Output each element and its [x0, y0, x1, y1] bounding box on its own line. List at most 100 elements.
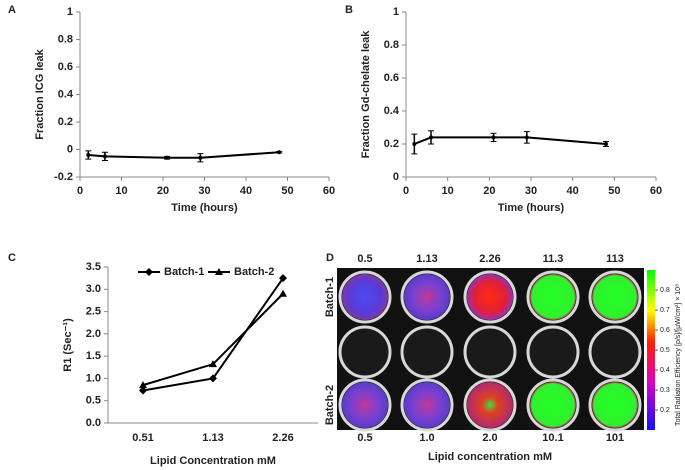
x-tick-label: 0.51 — [132, 432, 153, 444]
y-tick-label: 1 — [393, 6, 399, 18]
point — [279, 274, 287, 283]
legend-marker — [145, 268, 153, 276]
column-label: 101 — [606, 432, 624, 444]
y-tick-label: 0.6 — [384, 72, 399, 84]
x-axis-title: Lipid concentration mM — [428, 451, 552, 463]
x-tick-label: 20 — [157, 185, 169, 197]
colorbar-title: Total Radiation Efficiency [p/s]/[µW/cm²… — [675, 284, 682, 426]
y-tick-label: 3.5 — [86, 261, 101, 273]
point — [412, 142, 417, 146]
y-axis-title: Fraction ICG leak — [34, 48, 46, 139]
y-tick-label: 0.0 — [86, 417, 101, 429]
y-axis-title: Fraction Gd-chelate leak — [360, 30, 372, 159]
legend-label: Batch-1 — [164, 266, 204, 278]
point — [279, 289, 287, 297]
well-signal — [467, 382, 513, 428]
colorbar-tick-label: 0.3 — [660, 387, 670, 394]
well-ring — [526, 325, 580, 379]
well-ring — [400, 325, 454, 379]
well-ring — [463, 325, 517, 379]
point — [524, 135, 529, 140]
colorbar-tick-label: 0.7 — [660, 307, 670, 314]
x-tick-label: 50 — [608, 185, 620, 197]
series-line — [413, 136, 607, 145]
colorbar-tick-label: 0.8 — [660, 287, 670, 294]
well-ring — [338, 325, 392, 379]
x-tick-label: 10 — [442, 185, 454, 197]
y-tick-label: 0.2 — [58, 116, 73, 128]
x-tick-label: 0 — [403, 185, 409, 197]
y-tick-label: 0.4 — [58, 88, 74, 100]
point — [139, 386, 147, 395]
x-tick-label: 0 — [77, 185, 83, 197]
column-label: 10.1 — [542, 432, 563, 444]
y-tick-label: 1.5 — [86, 350, 101, 362]
column-label: 2.0 — [482, 432, 497, 444]
series-line — [142, 277, 284, 392]
y-axis-title: R1 (Sec⁻¹) — [62, 318, 74, 372]
series-line — [88, 151, 280, 159]
column-label: 113 — [606, 253, 624, 265]
x-axis-title: Time (hours) — [171, 202, 238, 214]
y-tick-label: 0.6 — [58, 61, 73, 73]
column-label: 1.0 — [419, 432, 434, 444]
point — [86, 153, 91, 157]
row-label: Batch-2 — [324, 385, 336, 425]
column-label: 2.26 — [479, 253, 500, 265]
panel-label: D — [326, 252, 334, 264]
colorbar-tick-label: 0.2 — [660, 407, 670, 414]
well-signal — [404, 382, 450, 428]
imaging-panel: 0.5 1.13 2.26 11.3 113 0.5 1.0 2.0 10.1 101 Batch-… — [324, 253, 682, 463]
point — [604, 142, 608, 146]
x-tick-label: 60 — [650, 185, 662, 197]
colorbar-tick-label: 0.4 — [660, 367, 670, 374]
column-label: 11.3 — [543, 253, 564, 265]
x-tick-label: 2.26 — [272, 432, 293, 444]
y-tick-label: 0.8 — [384, 39, 399, 51]
x-tick-label: 50 — [281, 185, 293, 197]
x-axis-title: Time (hours) — [498, 202, 565, 214]
well-ring — [588, 325, 642, 379]
column-label: 0.5 — [357, 432, 372, 444]
point — [491, 135, 496, 140]
y-tick-label: 0 — [393, 171, 399, 183]
point — [165, 155, 170, 160]
panel-label: B — [345, 4, 353, 16]
point — [277, 150, 282, 155]
point — [209, 374, 217, 383]
x-axis-title: Lipid Concentration mM — [150, 455, 276, 467]
well-signal — [530, 382, 576, 428]
colorbar-tick-label: 0.5 — [660, 347, 670, 354]
row-label: Batch-1 — [324, 277, 336, 317]
well-signal — [404, 274, 450, 320]
panel-label: A — [8, 4, 16, 16]
x-tick-label: 20 — [483, 185, 495, 197]
well-signal — [467, 274, 513, 320]
x-tick-label: 40 — [567, 185, 579, 197]
colorbar-tick-label: 0.6 — [660, 327, 670, 334]
column-label: 1.13 — [416, 253, 437, 265]
y-tick-label: 0.2 — [384, 138, 399, 150]
y-tick-label: -0.2 — [54, 171, 73, 183]
y-tick-label: 2.5 — [86, 305, 101, 317]
y-tick-label: 2.0 — [86, 328, 101, 340]
x-tick-label: 30 — [198, 185, 210, 197]
y-tick-label: 0 — [67, 143, 73, 155]
point — [198, 155, 203, 160]
well-signal — [592, 382, 638, 428]
y-tick-label: 1.0 — [86, 372, 101, 384]
x-tick-label: 40 — [240, 185, 252, 197]
y-tick-label: 1 — [67, 6, 73, 18]
y-tick-label: 3.0 — [86, 283, 101, 295]
colorbar — [647, 270, 655, 430]
point — [429, 135, 433, 140]
well-signal — [342, 274, 388, 320]
point — [102, 154, 107, 159]
y-tick-label: 0.4 — [384, 105, 400, 117]
panel-label: C — [8, 252, 16, 264]
well-signal — [342, 382, 388, 428]
point — [139, 381, 147, 389]
well-signal — [592, 274, 638, 320]
x-tick-label: 10 — [115, 185, 127, 197]
